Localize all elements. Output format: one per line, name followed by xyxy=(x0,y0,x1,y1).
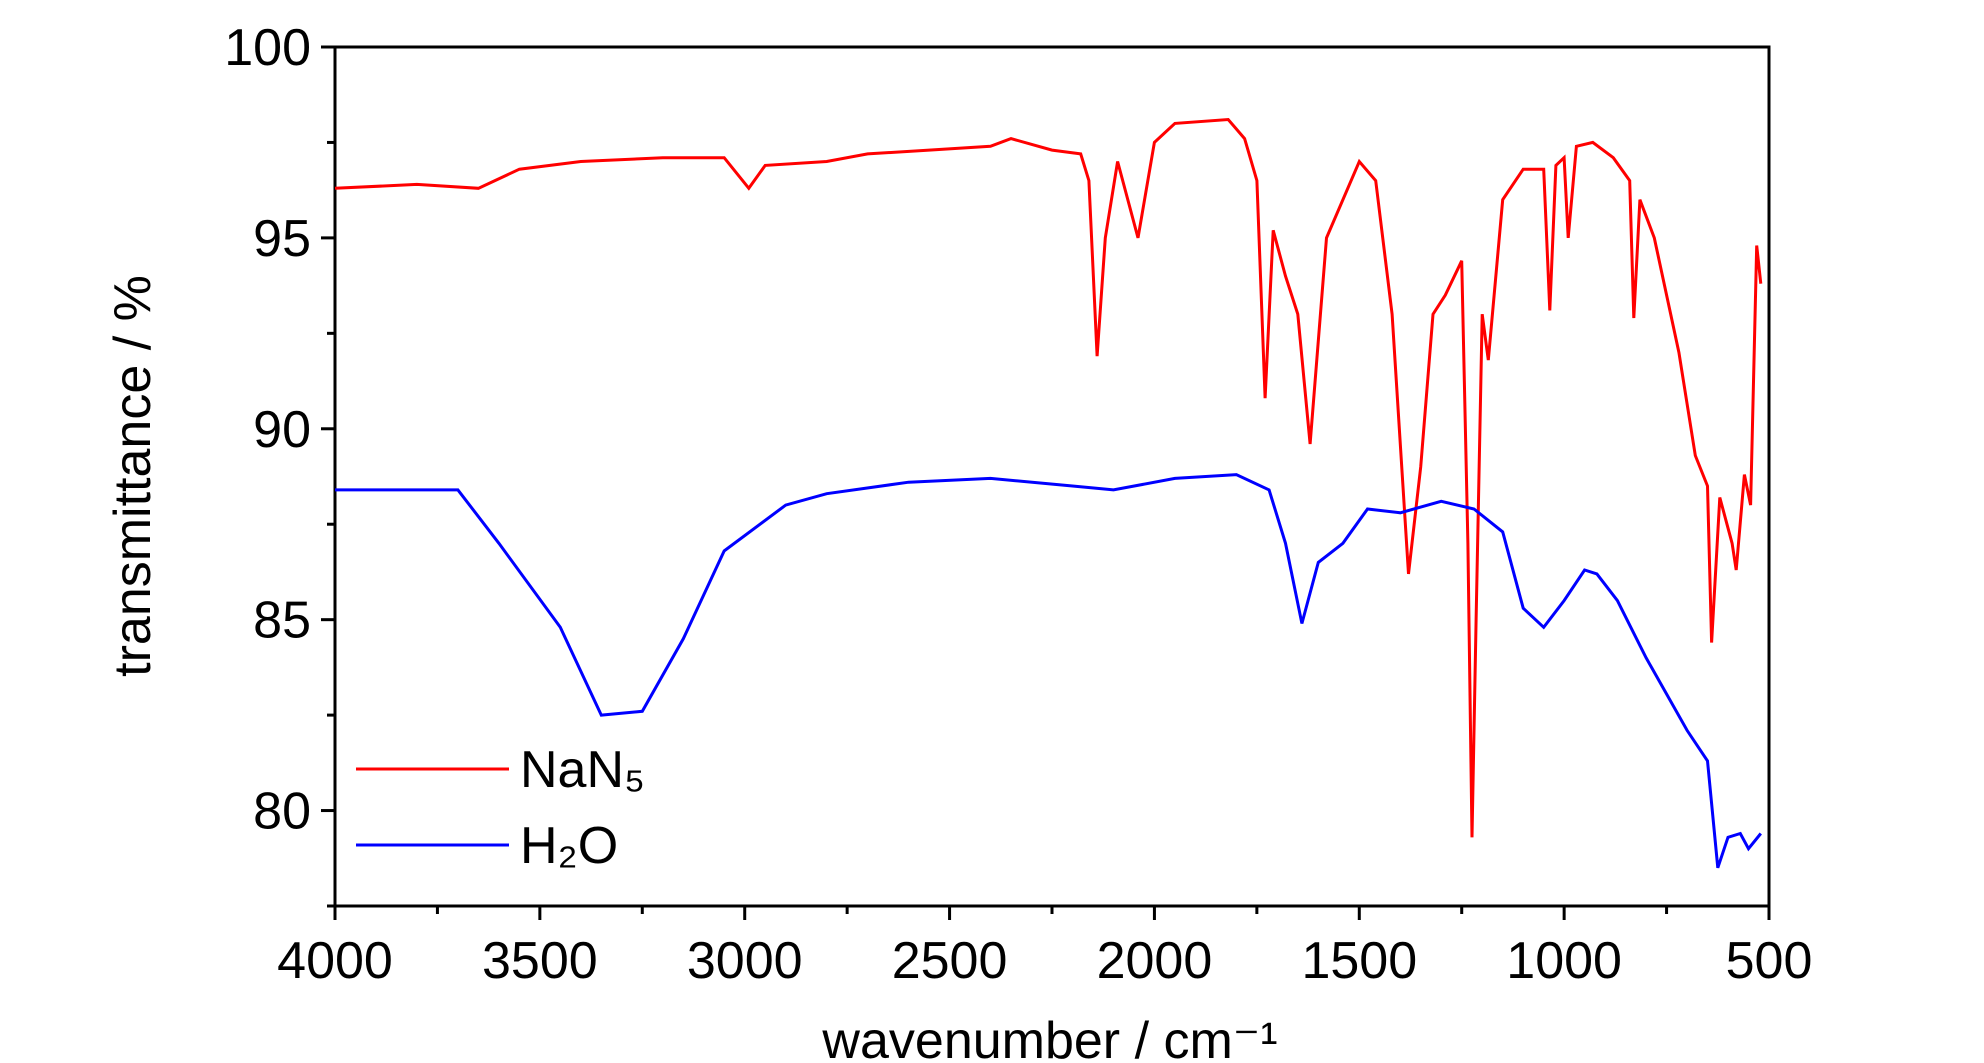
x-tick-label: 1000 xyxy=(1506,932,1622,990)
spectrum-line xyxy=(334,117,1763,838)
y-tick-label: 85 xyxy=(253,592,311,650)
y-tick-label: 100 xyxy=(224,19,311,77)
y-tick-label: 80 xyxy=(253,783,311,841)
y-tick-label: 90 xyxy=(253,401,311,459)
x-tick-label: 2000 xyxy=(1097,932,1213,990)
x-tick-label: 4000 xyxy=(277,932,393,990)
y-axis-label: transmittance / % xyxy=(104,275,162,677)
x-tick-label: 500 xyxy=(1726,932,1813,990)
spectrum-line xyxy=(335,473,1762,869)
x-tick-label: 3000 xyxy=(687,932,803,990)
legend-label: NaN₅ xyxy=(520,741,645,799)
legend-label: H₂O xyxy=(520,817,618,875)
y-tick-label: 95 xyxy=(253,210,311,268)
x-tick-label: 1500 xyxy=(1301,932,1417,990)
x-tick-label: 3500 xyxy=(482,932,598,990)
x-axis-label: wavenumber / cm⁻¹ xyxy=(821,1012,1277,1063)
x-tick-label: 2500 xyxy=(892,932,1008,990)
